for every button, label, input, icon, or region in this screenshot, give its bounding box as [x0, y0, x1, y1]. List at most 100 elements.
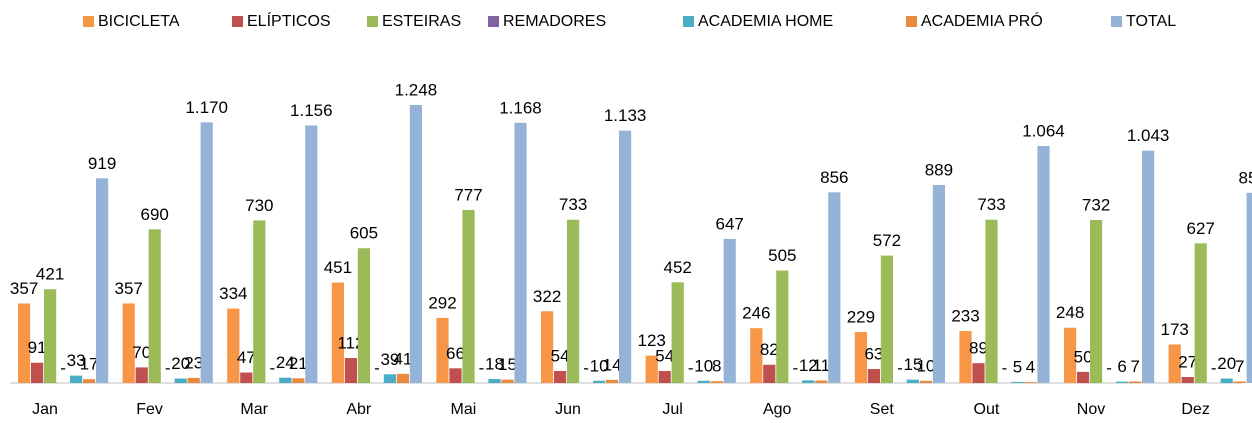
- bar: [1064, 327, 1077, 383]
- bar: [906, 379, 919, 383]
- data-label: 322: [533, 287, 561, 306]
- data-label: 854: [1239, 168, 1252, 187]
- data-label: 18: [485, 354, 504, 373]
- bar: [1220, 378, 1233, 383]
- data-label: 1.133: [604, 106, 647, 125]
- data-label: -: [60, 358, 66, 377]
- bar: [867, 368, 880, 383]
- bar: [83, 379, 96, 383]
- data-label: 5: [1013, 357, 1022, 376]
- bar: [828, 192, 841, 383]
- data-label: 20: [1217, 354, 1236, 373]
- legend-swatch: [906, 16, 917, 27]
- bar: [200, 122, 213, 383]
- data-label: 17: [80, 355, 99, 374]
- data-label: 63: [864, 344, 883, 363]
- bar: [148, 229, 161, 383]
- data-label: 334: [219, 284, 247, 303]
- data-label: -: [374, 358, 380, 377]
- data-label: 47: [237, 348, 256, 367]
- bar: [501, 379, 514, 383]
- bar: [1024, 382, 1037, 383]
- data-label: 690: [141, 205, 169, 224]
- data-label: 919: [88, 154, 116, 173]
- bar: [802, 380, 815, 383]
- data-label: 1.168: [499, 98, 542, 117]
- data-label: 123: [638, 331, 666, 350]
- data-label: 15: [903, 355, 922, 374]
- legend-label: ESTEIRAS: [382, 13, 461, 30]
- data-label: 66: [446, 344, 465, 363]
- data-label: 732: [1082, 195, 1110, 214]
- legend-swatch: [367, 16, 378, 27]
- data-label: 357: [115, 279, 143, 298]
- data-label: 10: [694, 356, 713, 375]
- bar: [854, 331, 867, 383]
- data-label: 7: [1130, 357, 1139, 376]
- legend-label: REMADORES: [503, 13, 606, 30]
- bar: [462, 209, 475, 383]
- data-label: -: [583, 358, 589, 377]
- bar: [122, 303, 135, 383]
- data-label: 357: [10, 279, 38, 298]
- bar: [240, 372, 253, 383]
- data-label: 112: [337, 334, 364, 353]
- bar: [279, 377, 292, 383]
- bar: [972, 363, 985, 383]
- legend-label: ACADEMIA PRÓ: [921, 11, 1043, 30]
- data-label: 1.170: [185, 98, 228, 117]
- bar: [31, 362, 44, 383]
- x-tick-label: Fev: [136, 401, 163, 418]
- data-label: -: [1002, 358, 1008, 377]
- data-label: 292: [428, 293, 456, 312]
- bar: [396, 373, 409, 383]
- bar: [292, 378, 305, 383]
- bar: [606, 379, 619, 383]
- bar: [776, 270, 789, 383]
- bar: [554, 370, 567, 383]
- bar: [1142, 150, 1155, 383]
- bar: [135, 367, 148, 383]
- bar: [1233, 381, 1246, 383]
- data-label: 777: [454, 185, 482, 204]
- data-label: 730: [245, 196, 273, 215]
- data-label: 572: [873, 231, 901, 250]
- data-label: 8: [712, 357, 721, 376]
- data-label: 1.043: [1127, 126, 1170, 145]
- bar: [253, 220, 266, 383]
- bar: [593, 380, 606, 383]
- bar: [18, 303, 31, 383]
- data-label: 70: [132, 343, 151, 362]
- x-tick-label: Jul: [662, 401, 682, 418]
- data-label: -: [269, 358, 275, 377]
- bar: [645, 355, 658, 383]
- bar: [919, 380, 932, 383]
- data-label: 24: [276, 353, 295, 372]
- legend-label: BICICLETA: [98, 13, 180, 30]
- bar: [449, 368, 462, 383]
- legend-swatch: [83, 16, 94, 27]
- legend-label: ACADEMIA HOME: [698, 13, 833, 30]
- data-label: 889: [925, 160, 953, 179]
- data-label: 647: [716, 214, 744, 233]
- data-label: 14: [603, 355, 622, 374]
- data-label: -: [479, 358, 485, 377]
- x-tick-label: Mai: [451, 401, 477, 418]
- bar: [763, 364, 776, 383]
- bar: [1011, 381, 1024, 383]
- x-tick-label: Jan: [32, 401, 58, 418]
- bar: [750, 328, 763, 383]
- data-label: 82: [760, 340, 779, 359]
- bar: [880, 255, 893, 383]
- bar: [985, 219, 998, 383]
- bar: [344, 358, 357, 383]
- data-label: 733: [559, 195, 587, 214]
- data-label: 1.156: [290, 101, 333, 120]
- data-label: -: [1106, 358, 1112, 377]
- data-label: 23: [184, 353, 203, 372]
- bar: [331, 282, 344, 383]
- bar: [658, 370, 671, 383]
- data-label: 54: [655, 346, 674, 365]
- data-label: 6: [1117, 357, 1126, 376]
